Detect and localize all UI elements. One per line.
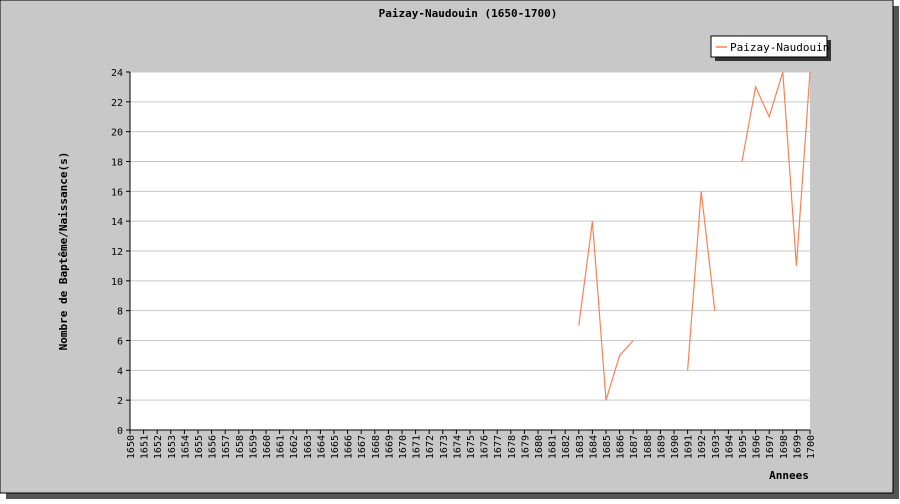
x-tick-label: 1661: [276, 435, 287, 459]
y-tick-label: 12: [111, 247, 123, 258]
y-tick-label: 10: [111, 277, 123, 288]
x-tick-label: 1650: [126, 435, 137, 459]
x-tick-label: 1660: [262, 435, 273, 459]
y-tick-label: 6: [117, 337, 123, 348]
x-tick-label: 1654: [180, 435, 191, 459]
x-tick-label: 1655: [194, 435, 205, 459]
x-tick-label: 1664: [316, 435, 327, 459]
x-tick-label: 1689: [656, 435, 667, 459]
x-tick-label: 1697: [765, 435, 776, 459]
chart-title: Paizay-Naudouin (1650-1700): [379, 7, 558, 20]
y-tick-label: 18: [111, 158, 123, 169]
x-tick-label: 1685: [602, 435, 613, 459]
y-tick-label: 4: [117, 366, 123, 377]
grid-lines: [130, 71, 810, 401]
x-tick-label: 1682: [561, 435, 572, 459]
x-tick-label: 1691: [684, 435, 695, 459]
legend: Paizay-Naudouin: [710, 35, 831, 61]
x-tick-label: 1681: [548, 435, 559, 459]
y-tick-label: 20: [111, 128, 123, 139]
y-tick-label: 14: [111, 217, 123, 228]
series-line: [741, 71, 811, 266]
x-tick-label: 1663: [303, 435, 314, 459]
x-tick-label: 1675: [466, 435, 477, 459]
x-tick-label: 1671: [412, 435, 423, 459]
x-tick-label: 1658: [235, 435, 246, 459]
y-tick-label: 22: [111, 98, 123, 109]
x-axis-label: Annees: [769, 469, 809, 482]
x-tick-label: 1659: [248, 435, 259, 459]
x-tick-label: 1653: [167, 435, 178, 459]
x-tick-label: 1678: [507, 435, 518, 459]
x-tick-label: 1680: [534, 435, 545, 459]
x-tick-label: 1698: [779, 435, 790, 459]
x-tick-label: 1666: [344, 435, 355, 459]
x-tick-label: 1676: [480, 435, 491, 459]
x-tick-label: 1687: [629, 435, 640, 459]
y-tick-label: 8: [117, 307, 123, 318]
x-tick-label: 1672: [425, 435, 436, 459]
x-tick-label: 1684: [588, 435, 599, 459]
series-line: [578, 221, 634, 401]
x-tick-label: 1670: [398, 435, 409, 459]
x-tick-label: 1679: [520, 435, 531, 459]
x-tick-label: 1683: [575, 435, 586, 459]
x-tick-label: 1694: [724, 435, 735, 459]
legend-label: Paizay-Naudouin: [730, 41, 829, 54]
x-tick-label: 1662: [289, 435, 300, 459]
series-lines: [578, 71, 811, 401]
x-tick-label: 1695: [738, 435, 749, 459]
x-tick-label: 1668: [371, 435, 382, 459]
x-tick-label: 1665: [330, 435, 341, 459]
y-tick-label: 16: [111, 187, 123, 198]
x-tick-label: 1690: [670, 435, 681, 459]
x-tick-label: 1699: [792, 435, 803, 459]
x-tick-label: 1669: [384, 435, 395, 459]
x-tick-label: 1652: [153, 435, 164, 459]
x-tick-label: 1688: [643, 435, 654, 459]
x-tick-label: 1656: [208, 435, 219, 459]
x-tick-label: 1692: [697, 435, 708, 459]
legend-box: [710, 35, 828, 58]
y-tick-label: 0: [117, 426, 123, 437]
x-tick-label: 1693: [711, 435, 722, 459]
x-tick-label: 1673: [439, 435, 450, 459]
x-tick-label: 1674: [452, 435, 463, 459]
series-line: [687, 191, 716, 371]
y-tick-label: 24: [111, 68, 123, 79]
y-axis-label: Nombre de Baptême/Naissance(s): [57, 152, 70, 351]
x-tick-label: 1651: [140, 435, 151, 459]
x-tick-label: 1657: [221, 435, 232, 459]
x-tick-label: 1700: [806, 435, 817, 459]
x-tick-label: 1696: [752, 435, 763, 459]
y-tick-label: 2: [117, 396, 123, 407]
x-tick-label: 1667: [357, 435, 368, 459]
x-tick-label: 1677: [493, 435, 504, 459]
x-tick-label: 1686: [616, 435, 627, 459]
x-ticks: 1650 1651 1652 1653 1654 1655 1656 1657 1658 1659…: [126, 430, 817, 459]
